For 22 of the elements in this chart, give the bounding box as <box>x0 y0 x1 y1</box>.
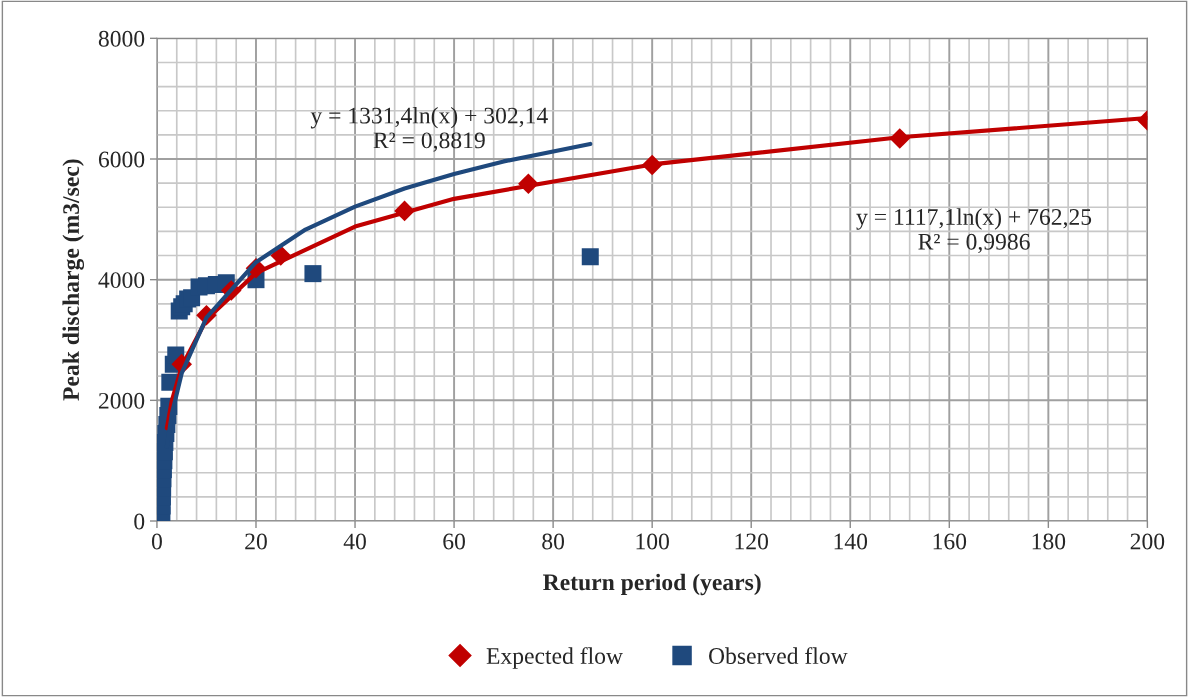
y-axis-title: Peak discharge (m3/sec) <box>62 159 85 401</box>
x-tick-label: 120 <box>735 533 769 550</box>
y-tick-label: 4000 <box>98 272 145 289</box>
x-tick-label: 80 <box>542 533 565 550</box>
annotation: y = 1331,4ln(x) + 302,14 R² = 0,8819 <box>310 106 548 152</box>
x-tick-label: 140 <box>834 533 868 550</box>
x-axis-title: Return period (years) <box>543 573 761 596</box>
x-tick-label: 60 <box>443 533 465 550</box>
x-tick-label: 20 <box>245 533 267 550</box>
y-tick-label: 2000 <box>98 392 145 409</box>
x-tick-label: 100 <box>636 533 669 550</box>
annotation: y = 1117,1ln(x) + 762,25 R² = 0,9986 <box>856 208 1092 254</box>
x-tick-label: 160 <box>933 533 967 550</box>
y-tick-label: 8000 <box>98 30 145 47</box>
x-tick-label: 180 <box>1032 533 1066 550</box>
x-tick-label: 0 <box>151 533 162 550</box>
legend-label: Observed flow <box>709 647 848 664</box>
x-tick-label: 40 <box>343 533 366 550</box>
x-tick-label: 200 <box>1130 533 1165 550</box>
y-tick-label: 6000 <box>98 151 145 168</box>
y-tick-label: 0 <box>134 513 145 530</box>
legend-label: Expected flow <box>486 647 623 669</box>
